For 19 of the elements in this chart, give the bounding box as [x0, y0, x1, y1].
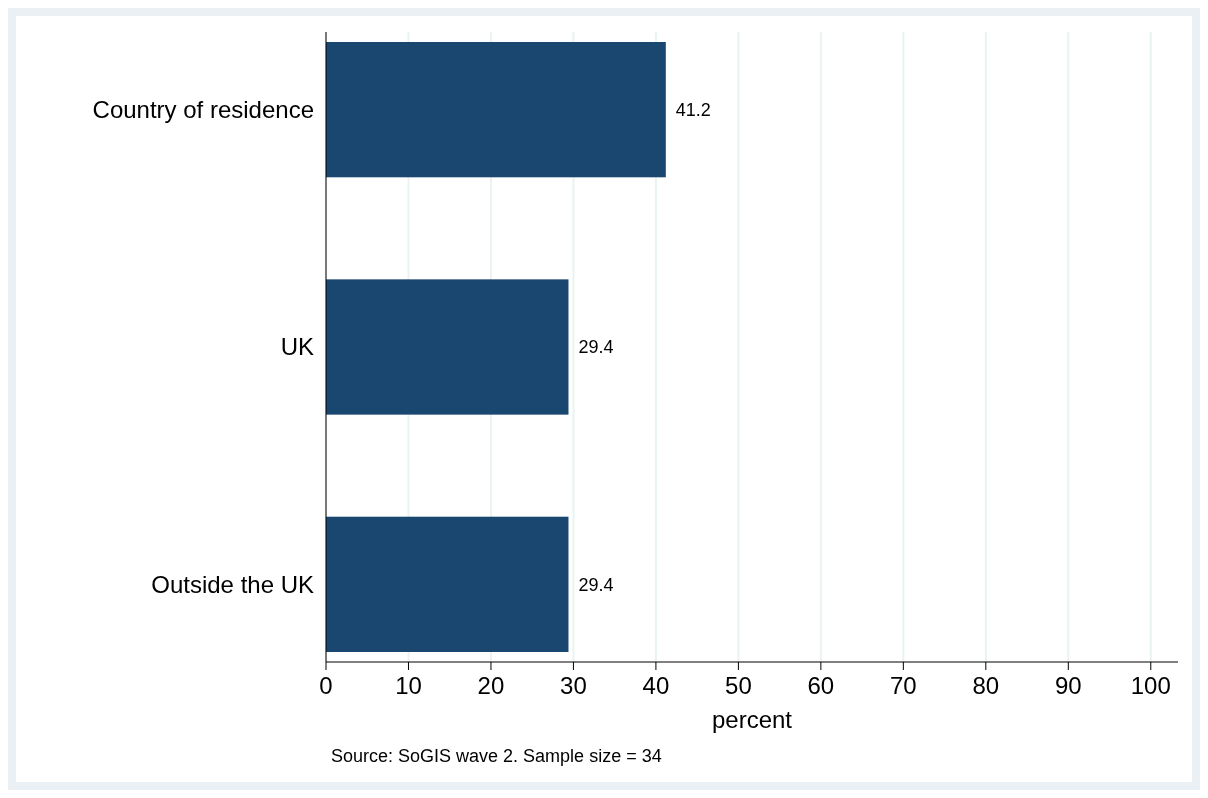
x-tick-label: 70	[890, 672, 917, 699]
data-label: 41.2	[675, 99, 711, 120]
y-tick-label: Outside the UK	[151, 570, 314, 598]
x-tick-label: 100	[1130, 672, 1171, 699]
x-tick-label: 30	[560, 672, 587, 699]
x-tick-label: 60	[807, 672, 835, 699]
y-tick-label: Country of residence	[92, 96, 314, 124]
y-tick-label: UK	[280, 333, 314, 361]
x-tick-label: 90	[1054, 672, 1082, 699]
data-label: 29.4	[578, 574, 614, 595]
x-tick-label: 10	[395, 672, 422, 699]
source-note: Source: SoGIS wave 2. Sample size = 34	[331, 746, 662, 766]
data-label: 29.4	[578, 337, 614, 358]
x-tick-label: 20	[477, 672, 505, 699]
x-tick-label: 0	[319, 672, 333, 699]
x-tick-label: 40	[642, 672, 670, 699]
x-axis-title: percent	[711, 706, 793, 733]
x-tick-label: 50	[725, 672, 752, 699]
x-tick-label: 80	[972, 672, 1000, 699]
